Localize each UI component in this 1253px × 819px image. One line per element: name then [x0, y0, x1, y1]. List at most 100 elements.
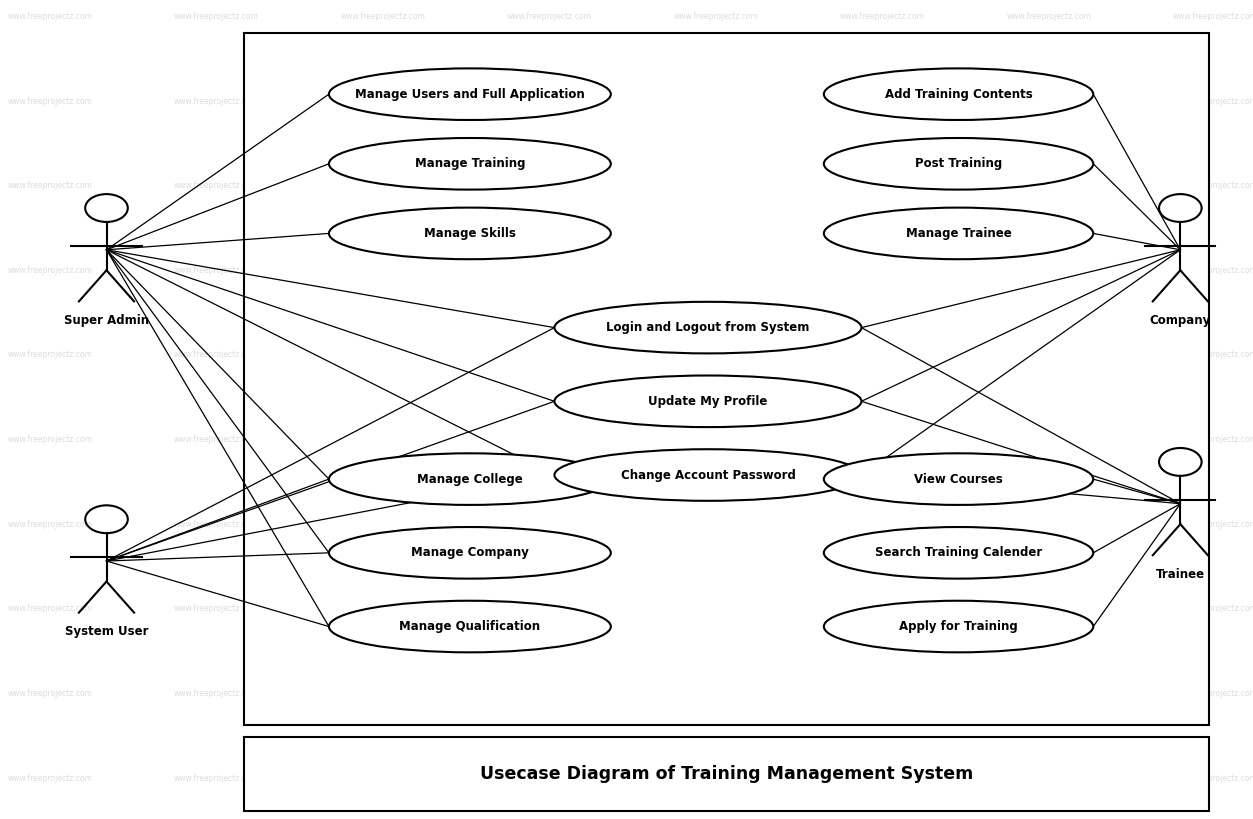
- Text: Manage Trainee: Manage Trainee: [906, 227, 1011, 240]
- Text: Trainee: Trainee: [1155, 568, 1205, 581]
- Text: www.freeprojectz.com: www.freeprojectz.com: [8, 689, 93, 698]
- Text: www.freeprojectz.com: www.freeprojectz.com: [507, 604, 591, 613]
- Text: www.freeprojectz.com: www.freeprojectz.com: [674, 774, 758, 782]
- Text: www.freeprojectz.com: www.freeprojectz.com: [1173, 351, 1253, 360]
- Text: www.freeprojectz.com: www.freeprojectz.com: [174, 97, 259, 106]
- Text: www.freeprojectz.com: www.freeprojectz.com: [341, 774, 426, 782]
- Text: www.freeprojectz.com: www.freeprojectz.com: [507, 266, 591, 274]
- Text: www.freeprojectz.com: www.freeprojectz.com: [174, 604, 259, 613]
- Text: Manage Company: Manage Company: [411, 546, 529, 559]
- Text: www.freeprojectz.com: www.freeprojectz.com: [507, 12, 591, 20]
- Text: www.freeprojectz.com: www.freeprojectz.com: [840, 97, 925, 106]
- Text: www.freeprojectz.com: www.freeprojectz.com: [840, 351, 925, 360]
- Text: www.freeprojectz.com: www.freeprojectz.com: [174, 774, 259, 782]
- Text: www.freeprojectz.com: www.freeprojectz.com: [507, 774, 591, 782]
- Text: www.freeprojectz.com: www.freeprojectz.com: [674, 604, 758, 613]
- Text: www.freeprojectz.com: www.freeprojectz.com: [1173, 435, 1253, 444]
- Text: www.freeprojectz.com: www.freeprojectz.com: [1006, 604, 1091, 613]
- Text: www.freeprojectz.com: www.freeprojectz.com: [341, 689, 426, 698]
- Text: www.freeprojectz.com: www.freeprojectz.com: [840, 774, 925, 782]
- Text: www.freeprojectz.com: www.freeprojectz.com: [1006, 97, 1091, 106]
- Text: www.freeprojectz.com: www.freeprojectz.com: [8, 604, 93, 613]
- Text: www.freeprojectz.com: www.freeprojectz.com: [341, 97, 426, 106]
- Text: www.freeprojectz.com: www.freeprojectz.com: [1173, 774, 1253, 782]
- Text: www.freeprojectz.com: www.freeprojectz.com: [341, 435, 426, 444]
- Text: www.freeprojectz.com: www.freeprojectz.com: [674, 97, 758, 106]
- Ellipse shape: [554, 449, 862, 501]
- Text: www.freeprojectz.com: www.freeprojectz.com: [174, 689, 259, 698]
- Text: www.freeprojectz.com: www.freeprojectz.com: [674, 689, 758, 698]
- Text: Search Training Calender: Search Training Calender: [875, 546, 1042, 559]
- Text: www.freeprojectz.com: www.freeprojectz.com: [1173, 604, 1253, 613]
- Text: www.freeprojectz.com: www.freeprojectz.com: [840, 12, 925, 20]
- Ellipse shape: [554, 302, 862, 354]
- Text: Update My Profile: Update My Profile: [648, 395, 768, 408]
- Text: www.freeprojectz.com: www.freeprojectz.com: [341, 520, 426, 528]
- Text: www.freeprojectz.com: www.freeprojectz.com: [507, 520, 591, 528]
- Text: www.freeprojectz.com: www.freeprojectz.com: [174, 181, 259, 190]
- Text: Add Training Contents: Add Training Contents: [885, 88, 1032, 101]
- Ellipse shape: [824, 208, 1094, 260]
- Ellipse shape: [328, 527, 611, 578]
- Text: www.freeprojectz.com: www.freeprojectz.com: [840, 435, 925, 444]
- Text: www.freeprojectz.com: www.freeprojectz.com: [8, 12, 93, 20]
- Text: View Courses: View Courses: [915, 473, 1002, 486]
- Text: www.freeprojectz.com: www.freeprojectz.com: [1173, 97, 1253, 106]
- Text: www.freeprojectz.com: www.freeprojectz.com: [674, 181, 758, 190]
- Text: Post Training: Post Training: [915, 157, 1002, 170]
- Ellipse shape: [328, 208, 611, 260]
- Text: www.freeprojectz.com: www.freeprojectz.com: [1006, 435, 1091, 444]
- Text: www.freeprojectz.com: www.freeprojectz.com: [8, 266, 93, 274]
- Text: www.freeprojectz.com: www.freeprojectz.com: [674, 435, 758, 444]
- Text: www.freeprojectz.com: www.freeprojectz.com: [1006, 181, 1091, 190]
- FancyBboxPatch shape: [244, 737, 1209, 811]
- Text: www.freeprojectz.com: www.freeprojectz.com: [8, 97, 93, 106]
- Text: www.freeprojectz.com: www.freeprojectz.com: [507, 435, 591, 444]
- Ellipse shape: [328, 601, 611, 652]
- Text: www.freeprojectz.com: www.freeprojectz.com: [1173, 266, 1253, 274]
- Text: www.freeprojectz.com: www.freeprojectz.com: [674, 266, 758, 274]
- Text: www.freeprojectz.com: www.freeprojectz.com: [174, 12, 259, 20]
- Text: Company: Company: [1150, 314, 1210, 327]
- Text: Apply for Training: Apply for Training: [900, 620, 1017, 633]
- Text: www.freeprojectz.com: www.freeprojectz.com: [341, 351, 426, 360]
- Text: www.freeprojectz.com: www.freeprojectz.com: [174, 435, 259, 444]
- Text: www.freeprojectz.com: www.freeprojectz.com: [507, 689, 591, 698]
- Ellipse shape: [328, 68, 611, 120]
- Text: www.freeprojectz.com: www.freeprojectz.com: [341, 181, 426, 190]
- Text: www.freeprojectz.com: www.freeprojectz.com: [1173, 12, 1253, 20]
- Text: www.freeprojectz.com: www.freeprojectz.com: [341, 266, 426, 274]
- Text: www.freeprojectz.com: www.freeprojectz.com: [840, 181, 925, 190]
- Text: www.freeprojectz.com: www.freeprojectz.com: [8, 774, 93, 782]
- Text: www.freeprojectz.com: www.freeprojectz.com: [8, 520, 93, 528]
- Text: www.freeprojectz.com: www.freeprojectz.com: [507, 181, 591, 190]
- Text: Manage Qualification: Manage Qualification: [400, 620, 540, 633]
- Text: www.freeprojectz.com: www.freeprojectz.com: [1173, 689, 1253, 698]
- Text: www.freeprojectz.com: www.freeprojectz.com: [8, 181, 93, 190]
- FancyBboxPatch shape: [244, 33, 1209, 725]
- Text: www.freeprojectz.com: www.freeprojectz.com: [8, 351, 93, 360]
- Text: www.freeprojectz.com: www.freeprojectz.com: [840, 689, 925, 698]
- Text: www.freeprojectz.com: www.freeprojectz.com: [174, 266, 259, 274]
- Text: Manage College: Manage College: [417, 473, 523, 486]
- Text: Manage Training: Manage Training: [415, 157, 525, 170]
- Text: www.freeprojectz.com: www.freeprojectz.com: [507, 97, 591, 106]
- Text: www.freeprojectz.com: www.freeprojectz.com: [1173, 520, 1253, 528]
- Text: www.freeprojectz.com: www.freeprojectz.com: [674, 520, 758, 528]
- Text: www.freeprojectz.com: www.freeprojectz.com: [174, 520, 259, 528]
- Text: Manage Users and Full Application: Manage Users and Full Application: [355, 88, 585, 101]
- Text: www.freeprojectz.com: www.freeprojectz.com: [840, 604, 925, 613]
- Text: www.freeprojectz.com: www.freeprojectz.com: [840, 266, 925, 274]
- Ellipse shape: [824, 601, 1094, 652]
- Text: www.freeprojectz.com: www.freeprojectz.com: [8, 435, 93, 444]
- Text: www.freeprojectz.com: www.freeprojectz.com: [674, 351, 758, 360]
- Ellipse shape: [824, 68, 1094, 120]
- Text: www.freeprojectz.com: www.freeprojectz.com: [840, 520, 925, 528]
- Text: www.freeprojectz.com: www.freeprojectz.com: [1006, 351, 1091, 360]
- Ellipse shape: [328, 454, 611, 505]
- Text: www.freeprojectz.com: www.freeprojectz.com: [1006, 266, 1091, 274]
- Text: www.freeprojectz.com: www.freeprojectz.com: [507, 351, 591, 360]
- Ellipse shape: [824, 454, 1094, 505]
- Text: Login and Logout from System: Login and Logout from System: [606, 321, 809, 334]
- Ellipse shape: [824, 138, 1094, 189]
